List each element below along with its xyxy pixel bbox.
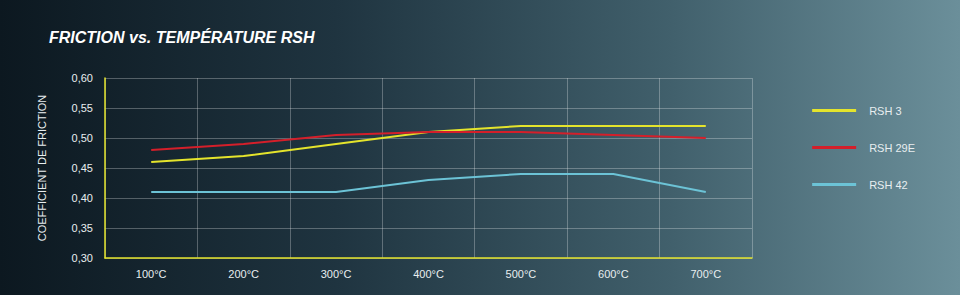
svg-text:100°C: 100°C [136,268,167,280]
svg-text:0,35: 0,35 [72,222,93,234]
svg-text:300°C: 300°C [321,268,352,280]
svg-text:0,50: 0,50 [72,132,93,144]
svg-text:RSH 29E: RSH 29E [869,142,915,154]
svg-text:200°C: 200°C [228,268,259,280]
svg-text:RSH 3: RSH 3 [869,105,901,117]
svg-text:700°C: 700°C [690,268,721,280]
svg-text:500°C: 500°C [506,268,537,280]
svg-text:FRICTION vs. TEMPÉRATURE RSH: FRICTION vs. TEMPÉRATURE RSH [49,28,315,46]
svg-text:0,60: 0,60 [72,72,93,84]
svg-text:RSH 42: RSH 42 [869,179,908,191]
svg-text:0,40: 0,40 [72,192,93,204]
svg-text:COEFFICIENT DE FRICTION: COEFFICIENT DE FRICTION [36,95,48,242]
svg-text:400°C: 400°C [413,268,444,280]
svg-text:0,30: 0,30 [72,252,93,264]
svg-text:600°C: 600°C [598,268,629,280]
svg-text:0,55: 0,55 [72,102,93,114]
svg-text:0,45: 0,45 [72,162,93,174]
